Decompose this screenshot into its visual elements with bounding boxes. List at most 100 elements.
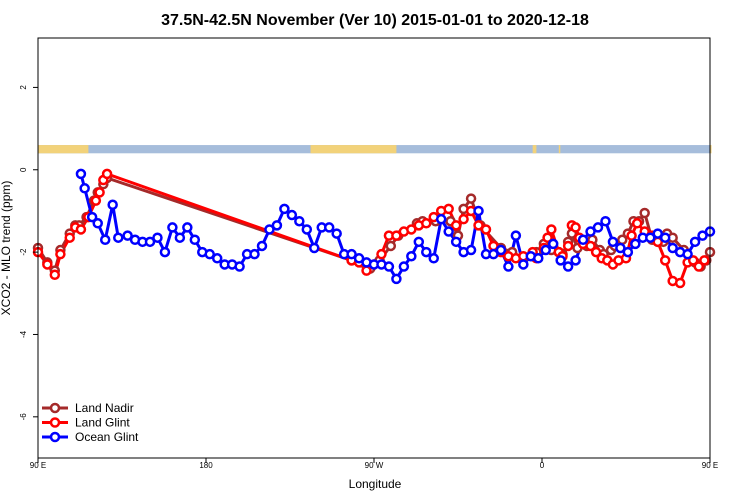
land-glint-point — [443, 203, 454, 215]
ocean-glint-point — [294, 215, 305, 227]
land-glint-point — [480, 224, 492, 235]
ocean-glint-point — [211, 253, 223, 264]
ocean-glint-point — [533, 253, 544, 264]
land-glint-point — [458, 213, 469, 225]
ocean-glint-point — [450, 236, 462, 248]
ocean-glint-point — [682, 248, 693, 260]
ocean-glint-point — [249, 248, 260, 260]
ocean-glint-point — [279, 203, 290, 215]
ocean-glint-point — [271, 220, 283, 231]
x-axis: 90 E 180 90 W 0 90 E — [30, 458, 718, 470]
land-glint-point — [542, 232, 553, 243]
ocean-glint-point — [391, 273, 402, 285]
ocean-glint-point — [503, 261, 514, 272]
land-nadir-point — [639, 207, 650, 219]
land-glint-point — [570, 222, 581, 233]
ocean-glint-point — [113, 232, 124, 243]
ocean-glint-point — [346, 248, 357, 260]
ocean-glint-point — [309, 242, 320, 254]
land-glint-point — [94, 187, 105, 198]
ocean-glint-point — [122, 230, 133, 241]
ocean-glint-point — [435, 213, 447, 225]
land-glint-point — [562, 240, 574, 252]
land-glint-point — [626, 230, 637, 241]
land-glint-point — [687, 255, 699, 266]
legend-marker-ocean-glint — [49, 431, 61, 443]
ocean-glint-point — [667, 242, 678, 254]
ocean-glint-point — [540, 244, 551, 256]
legend-label-land-nadir: Land Nadir — [75, 401, 134, 415]
land-glint-point — [49, 269, 61, 281]
ocean-glint-point — [592, 222, 604, 233]
ocean-glint-point — [383, 261, 395, 272]
land-nadir-point — [465, 193, 477, 204]
land-glint-point — [101, 168, 113, 180]
ocean-glint-point — [204, 248, 215, 260]
y-axis-label: XCO2 - MLO trend (ppm) — [0, 181, 13, 316]
land-glint-point — [693, 261, 705, 272]
ocean-glint-point — [659, 232, 671, 243]
land-glint-point — [42, 259, 53, 270]
ocean-glint-point — [75, 168, 87, 180]
land-glint-point — [55, 248, 66, 260]
land-glint-point — [590, 246, 602, 258]
ocean-glint-point — [264, 224, 275, 235]
ocean-glint-point — [406, 250, 417, 262]
land-glint-point — [75, 224, 87, 235]
ocean-glint-point — [555, 255, 566, 266]
legend-label-land-glint: Land Glint — [75, 416, 130, 430]
x-tick-label: 90 W — [365, 461, 384, 470]
y-tick-label: -4 — [19, 330, 28, 338]
land-segment — [558, 145, 561, 154]
ocean-glint-point — [189, 234, 201, 246]
ocean-glint-point — [331, 228, 342, 239]
x-axis-label: Longitude — [349, 477, 402, 491]
ocean-glint-point — [495, 244, 507, 256]
ocean-glint-point — [607, 236, 619, 248]
y-tick-label: -2 — [19, 248, 28, 256]
y-tick-label: 0 — [19, 167, 28, 172]
y-tick-label: -6 — [19, 413, 28, 421]
land-segment — [532, 145, 537, 154]
ocean-glint-point — [465, 244, 477, 256]
ocean-glint-point — [473, 205, 484, 217]
ocean-glint-point — [562, 261, 574, 272]
ocean-glint-point — [398, 261, 410, 272]
land-segment — [38, 145, 89, 154]
ocean-glint-point — [167, 222, 178, 233]
ocean-glint-point — [323, 222, 335, 233]
land-glint-point — [546, 224, 557, 235]
x-tick-label: 90 E — [30, 461, 46, 470]
x-tick-label: 180 — [199, 461, 213, 470]
ocean-glint-point — [488, 248, 499, 260]
chart-title: 37.5N-42.5N November (Ver 10) 2015-01-01… — [161, 12, 589, 29]
land-glint-point — [659, 255, 671, 266]
y-axis: 2 0 -2 -4 -6 — [19, 85, 38, 421]
ocean-glint-point — [174, 232, 186, 243]
ocean-glint-point — [301, 224, 313, 235]
ocean-glint-point — [86, 211, 98, 223]
ocean-glint-point — [421, 246, 432, 258]
x-tick-label: 90 E — [702, 461, 718, 470]
land-nadir-point — [385, 240, 397, 252]
land-glint-point — [64, 232, 75, 243]
ocean-glint-point — [577, 234, 589, 246]
ocean-glint-point — [615, 242, 626, 254]
land-glint-point — [90, 195, 102, 206]
ocean-glint-point — [652, 228, 663, 239]
land-glint-point — [450, 220, 462, 231]
legend-label-ocean-glint: Ocean Glint — [75, 430, 139, 444]
land-glint-point — [361, 265, 372, 276]
land-glint-point — [473, 220, 484, 231]
ocean-glint-point — [689, 236, 701, 248]
legend-marker-land-nadir — [49, 402, 61, 414]
ocean-glint-point — [182, 222, 193, 233]
ocean-glint-point — [697, 230, 708, 241]
ocean-glint-point — [353, 253, 365, 264]
ocean-glint-point — [107, 199, 118, 211]
ocean-glint-point — [570, 255, 581, 266]
ocean-glint-point — [547, 238, 559, 250]
ocean-glint-point — [256, 240, 268, 252]
